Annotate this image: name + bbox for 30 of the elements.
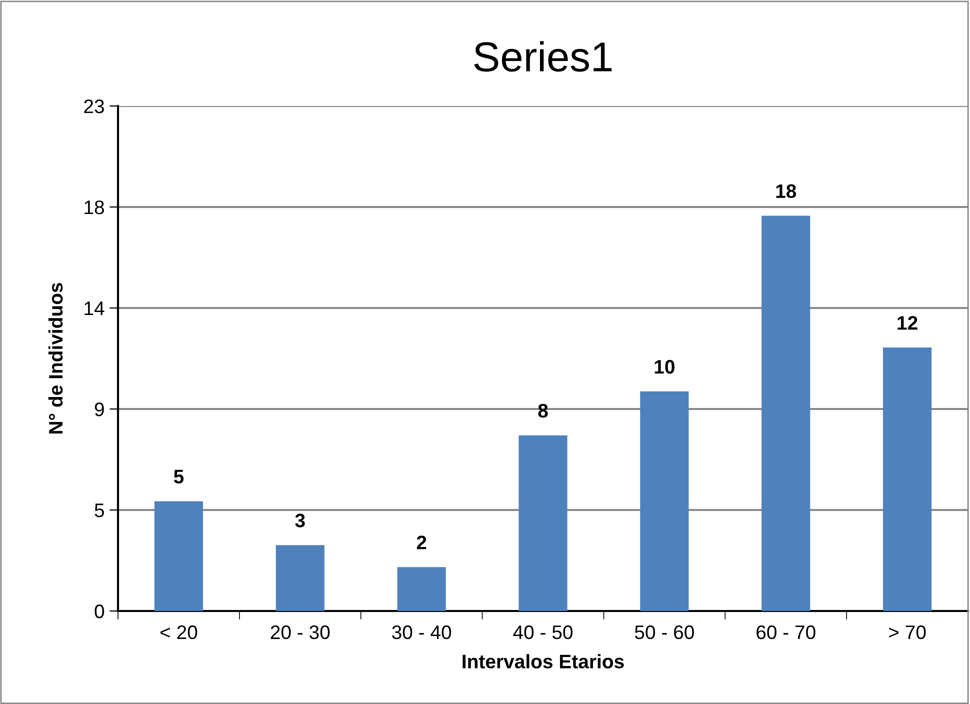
y-tick-label: 0 <box>94 604 104 618</box>
y-tick-label: 23 <box>84 99 104 114</box>
y-tick-label: 9 <box>94 402 104 416</box>
x-tick-label: 40 - 50 <box>513 625 573 640</box>
x-tick-label: 20 - 30 <box>270 625 330 640</box>
data-label: 10 <box>654 360 674 374</box>
y-tick-label: 18 <box>84 200 104 214</box>
data-label: 18 <box>776 184 796 198</box>
bar <box>154 501 203 611</box>
y-tick-label: 5 <box>94 504 104 518</box>
x-tick-label: 30 - 40 <box>392 625 452 640</box>
data-label: 3 <box>295 514 305 528</box>
x-axis-title: Intervalos Etarios <box>462 654 624 668</box>
data-label: 12 <box>898 316 918 330</box>
bar <box>276 545 324 611</box>
bar <box>762 216 810 611</box>
y-axis-title: N° de Individuos <box>48 283 63 434</box>
y-tick-label: 14 <box>84 302 104 316</box>
x-tick-label: 60 - 70 <box>756 625 816 640</box>
x-tick-label: < 20 <box>160 625 198 640</box>
chart-title: Series1 <box>474 41 612 72</box>
data-label: 8 <box>538 404 548 418</box>
bar <box>640 391 689 611</box>
bar <box>397 567 446 611</box>
bar <box>518 435 568 611</box>
data-label: 2 <box>416 536 426 550</box>
x-tick-label: > 70 <box>889 625 926 640</box>
bar <box>883 348 932 611</box>
x-tick-label: 50 - 60 <box>634 625 694 640</box>
data-label: 5 <box>174 470 184 484</box>
